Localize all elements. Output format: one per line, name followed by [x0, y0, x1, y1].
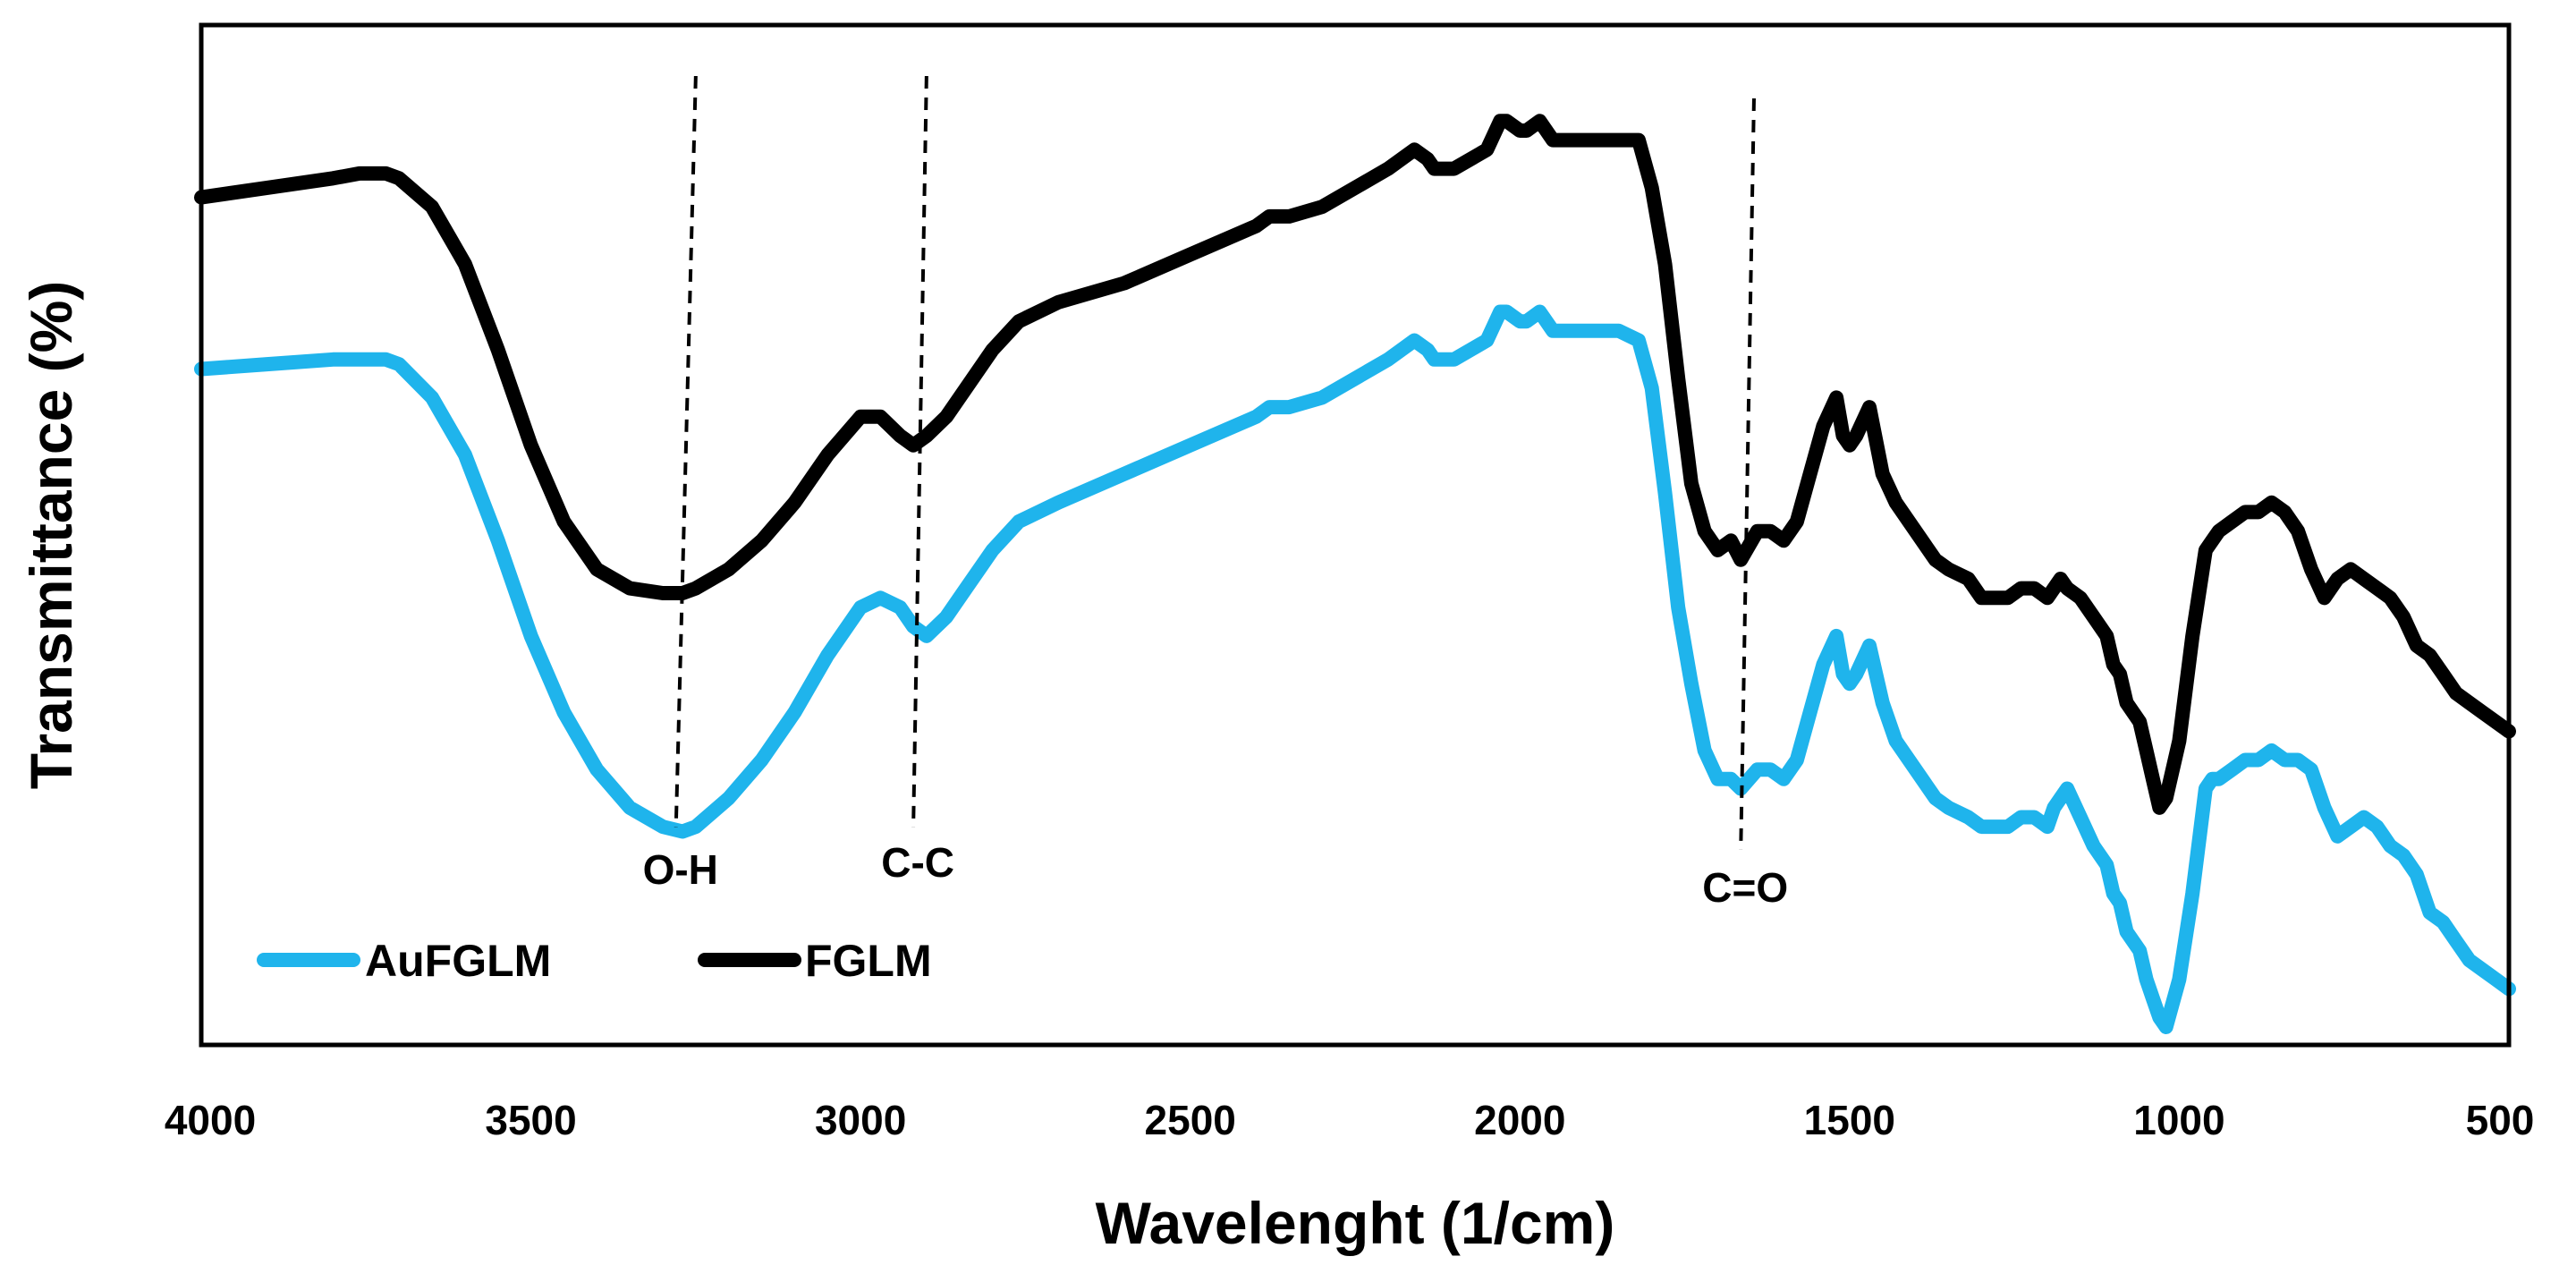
x-tick-label: 2000	[1474, 1097, 1565, 1143]
x-axis-ticks: 4000 3500 3000 2500 2000 1500 1000 500	[165, 1097, 2535, 1143]
x-tick-label: 4000	[165, 1097, 256, 1143]
annotation-line-cc	[911, 75, 928, 828]
annotation-line-oh	[674, 75, 698, 828]
x-tick-label: 500	[2466, 1097, 2535, 1143]
annotation-label-cc: C-C	[881, 839, 954, 886]
x-tick-label: 3000	[815, 1097, 906, 1143]
x-axis-title: Wavelenght (1/cm)	[1096, 1190, 1615, 1256]
x-tick-label: 1500	[1804, 1097, 1895, 1143]
legend-label-aufglm: AuFGLM	[365, 936, 551, 986]
annotation-line-co	[1739, 98, 1756, 851]
annotation-layer: O-H C-C C=O	[643, 75, 1788, 911]
series-layer	[194, 114, 2516, 1034]
annotation-label-oh: O-H	[643, 846, 718, 893]
x-tick-label: 3500	[485, 1097, 576, 1143]
legend-label-fglm: FGLM	[805, 936, 932, 986]
series-line-aufglm	[194, 304, 2516, 1034]
series-line-fglm	[194, 114, 2516, 815]
plot-frame	[199, 22, 2512, 1048]
y-axis-title: Transmittance (%)	[18, 281, 84, 789]
annotation-label-co: C=O	[1702, 864, 1788, 911]
legend: AuFGLM FGLM	[257, 936, 932, 986]
x-tick-label: 2500	[1145, 1097, 1236, 1143]
x-tick-label: 1000	[2133, 1097, 2224, 1143]
